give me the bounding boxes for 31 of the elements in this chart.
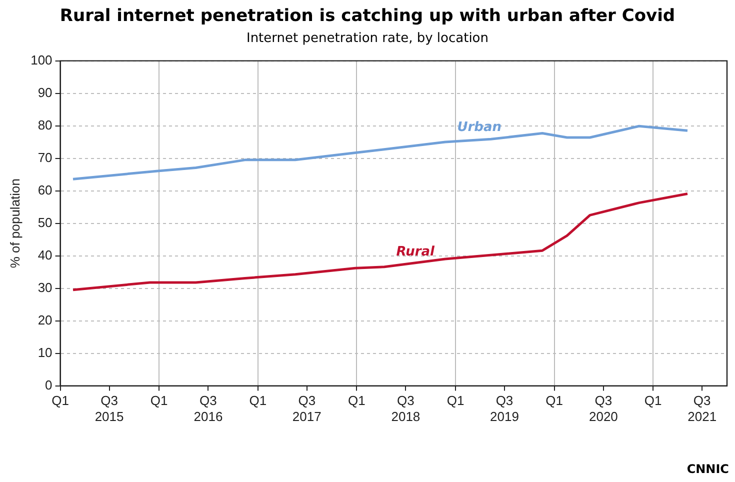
x-tick-label: Q1 <box>446 393 464 408</box>
y-tick-label: 10 <box>38 344 52 360</box>
x-tick-label: Q1 <box>150 393 168 408</box>
y-tick-label: 80 <box>38 117 52 132</box>
y-tick-label: 30 <box>38 280 52 295</box>
series-label: Rural <box>396 244 436 260</box>
y-tick-label: 60 <box>38 182 52 198</box>
y-tick-label: 70 <box>38 150 52 165</box>
y-tick-label: 50 <box>38 214 52 230</box>
chart-subtitle: Internet penetration rate, by location <box>245 30 490 48</box>
y-axis-title: % of population <box>7 178 22 268</box>
x-tick-label: Q3 2018 <box>391 393 420 424</box>
x-tick-label: Q1 <box>249 393 267 408</box>
x-tick-label: Q3 2015 <box>94 393 124 424</box>
y-tick-label: 20 <box>38 312 52 328</box>
y-tick-label: 0 <box>45 377 52 392</box>
chart-title: Rural internet penetration is catching up with urban after Covid <box>58 5 676 28</box>
x-tick-label: Q3 2016 <box>194 393 223 424</box>
text: CNNIC <box>686 462 729 476</box>
x-tick-label: Q1 <box>546 393 563 408</box>
x-tick-label: Q3 2020 <box>588 393 618 424</box>
x-tick-label: Q1 <box>52 393 69 408</box>
y-tick-label: 40 <box>38 247 52 262</box>
x-tick-label: Q3 2017 <box>292 393 322 424</box>
y-tick-label: 100 <box>30 52 52 68</box>
y-tick-label: 90 <box>38 84 52 100</box>
series-label: Urban <box>457 120 502 135</box>
x-tick-label: Q3 2019 <box>490 393 519 424</box>
x-tick-label: Q1 <box>644 393 662 408</box>
x-tick-label: Q1 <box>348 393 366 408</box>
x-tick-label: Q3 2021 <box>688 393 717 424</box>
